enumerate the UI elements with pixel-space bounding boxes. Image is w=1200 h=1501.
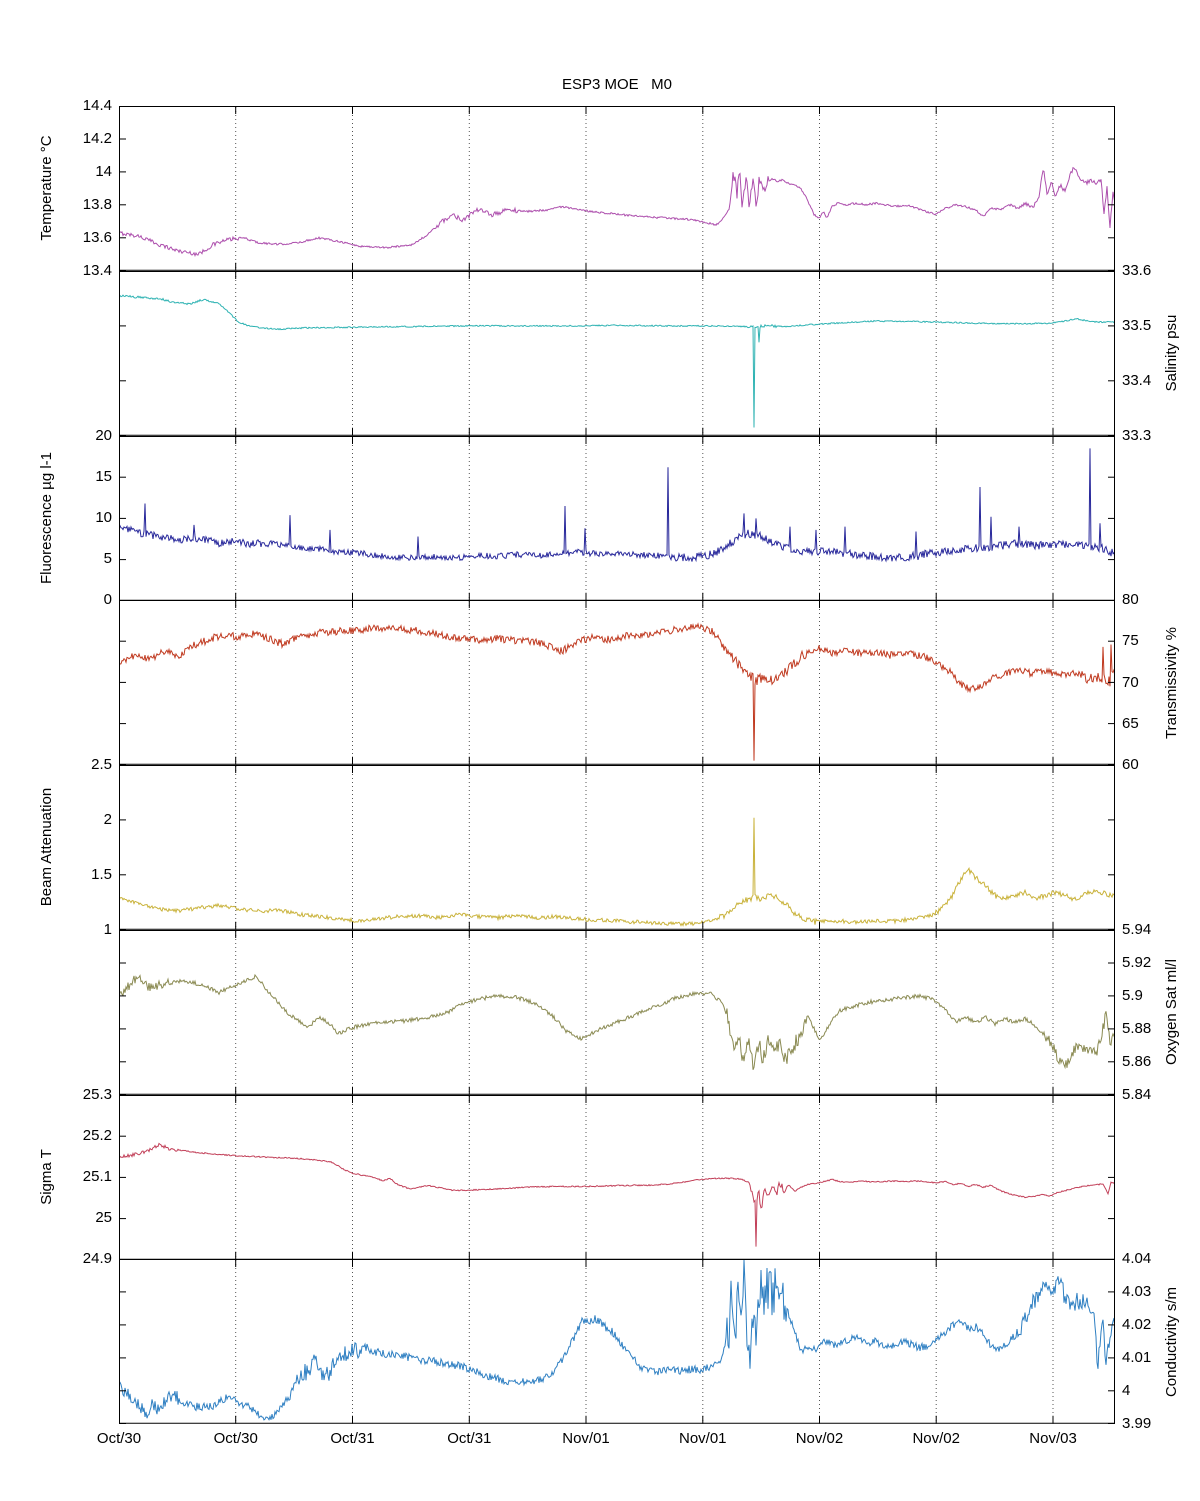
fluorescence-ytick-label: 10 <box>95 508 112 526</box>
sigma-t-ytick-label: 25 <box>95 1209 112 1227</box>
sigma-t-ytick-label: 25.3 <box>82 1085 112 1103</box>
temperature-plot <box>119 106 1115 271</box>
fluorescence-ytick-label: 0 <box>103 591 112 609</box>
y-axis-label-conductivity: Conductivity s/m <box>1163 1286 1180 1397</box>
y-axis-label-sigma-t: Sigma T <box>38 1149 55 1205</box>
sigma-t-plot <box>119 1094 1115 1260</box>
temperature-ytick-label: 14.4 <box>82 97 112 114</box>
panel-border <box>119 1094 1115 1260</box>
transmissivity-series-line <box>119 622 1115 761</box>
fluorescence-plot <box>119 435 1115 601</box>
transmissivity-ytick-label: 70 <box>1122 673 1139 691</box>
oxygen-sat-ytick-label: 5.94 <box>1122 920 1152 938</box>
sigma-t-panel <box>119 1094 1115 1260</box>
temperature-ytick-label: 13.6 <box>82 228 112 246</box>
panel-border <box>119 106 1115 271</box>
x-tick-label: Nov/02 <box>795 1430 844 1447</box>
sigma-t-ytick-label: 24.9 <box>82 1250 112 1268</box>
sigma-t-ytick-label: 25.2 <box>82 1126 112 1144</box>
x-tick-label: Oct/30 <box>96 1430 142 1447</box>
fluorescence-panel <box>119 435 1115 601</box>
panel-border <box>119 270 1115 436</box>
temperature-ytick-label: 14 <box>95 162 112 180</box>
beam-attenuation-series-line <box>119 817 1115 927</box>
oxygen-sat-ytick-label: 5.86 <box>1122 1052 1152 1070</box>
conductivity-panel <box>119 1259 1115 1424</box>
beam-attenuation-ytick-label: 2.5 <box>91 756 112 773</box>
x-tick-label: Nov/03 <box>1029 1430 1077 1447</box>
x-tick-label: Oct/30 <box>213 1430 258 1447</box>
conductivity-ytick-label: 4.01 <box>1122 1349 1152 1367</box>
conductivity-plot <box>119 1259 1115 1424</box>
y-axis-label-transmissivity: Transmissivity % <box>1163 626 1180 739</box>
conductivity-ytick-label: 3.99 <box>1122 1415 1152 1432</box>
x-tick-label: Nov/01 <box>678 1430 727 1447</box>
fluorescence-ytick-label: 15 <box>95 467 112 485</box>
conductivity-ytick-label: 4.04 <box>1122 1250 1152 1268</box>
oxygen-sat-ytick-label: 5.84 <box>1122 1085 1152 1103</box>
salinity-ytick-label: 33.3 <box>1122 426 1152 444</box>
temperature-series-line <box>119 166 1115 257</box>
panel-border <box>119 765 1115 930</box>
panel-border <box>119 929 1115 1095</box>
transmissivity-ytick-label: 75 <box>1122 632 1139 650</box>
x-tick-label: Nov/02 <box>912 1430 960 1447</box>
transmissivity-ytick-label: 65 <box>1122 714 1139 732</box>
salinity-ytick-label: 33.5 <box>1122 316 1152 334</box>
sigma-t-series-line <box>119 1142 1115 1247</box>
oxygen-sat-ytick-label: 5.9 <box>1122 986 1143 1004</box>
fluorescence-series-line <box>119 447 1115 563</box>
oxygen-sat-ytick-label: 5.92 <box>1122 953 1152 971</box>
oxygen-sat-panel <box>119 929 1115 1095</box>
beam-attenuation-plot <box>119 765 1115 930</box>
beam-attenuation-ytick-label: 1.5 <box>91 865 112 883</box>
y-axis-label-salinity: Salinity psu <box>1163 314 1180 392</box>
x-tick-label: Oct/31 <box>447 1430 492 1447</box>
conductivity-series-line <box>119 1259 1115 1422</box>
beam-attenuation-ytick-label: 2 <box>103 810 112 828</box>
y-axis-label-temperature: Temperature °C <box>38 135 55 241</box>
y-axis-label-oxygen-sat: Oxygen Sat ml/l <box>1163 959 1180 1066</box>
oxygen-sat-series-line <box>119 973 1115 1070</box>
conductivity-ytick-label: 4.03 <box>1122 1283 1152 1301</box>
oxygen-sat-ytick-label: 5.88 <box>1122 1019 1152 1037</box>
panel-border <box>119 600 1115 765</box>
y-axis-label-fluorescence: Fluorescence µg l-1 <box>38 451 55 584</box>
y-axis-label-beam-attenuation: Beam Attenuation <box>38 788 55 907</box>
transmissivity-ytick-label: 60 <box>1122 756 1139 773</box>
salinity-ytick-label: 33.4 <box>1122 371 1152 389</box>
transmissivity-ytick-label: 80 <box>1122 591 1139 609</box>
temperature-ytick-label: 13.8 <box>82 195 112 213</box>
fluorescence-ytick-label: 5 <box>103 550 112 568</box>
conductivity-ytick-label: 4.02 <box>1122 1316 1152 1334</box>
oxygen-sat-plot <box>119 929 1115 1095</box>
salinity-plot <box>119 270 1115 436</box>
beam-attenuation-ytick-label: 1 <box>103 920 112 938</box>
salinity-series-line <box>119 294 1115 428</box>
temperature-ytick-label: 13.4 <box>82 261 112 279</box>
sigma-t-ytick-label: 25.1 <box>82 1167 112 1185</box>
fluorescence-ytick-label: 20 <box>95 426 112 444</box>
transmissivity-panel <box>119 600 1115 765</box>
temperature-ytick-label: 14.2 <box>82 129 112 147</box>
salinity-ytick-label: 33.6 <box>1122 261 1152 279</box>
temperature-panel <box>119 106 1115 271</box>
chart-title: ESP3 MOE M0 <box>561 76 673 93</box>
x-tick-label: Nov/01 <box>562 1430 610 1447</box>
conductivity-ytick-label: 4 <box>1122 1382 1131 1400</box>
transmissivity-plot <box>119 600 1115 765</box>
beam-attenuation-panel <box>119 765 1115 930</box>
salinity-panel <box>119 270 1115 436</box>
x-tick-label: Oct/31 <box>330 1430 375 1447</box>
panel-border <box>119 435 1115 601</box>
panel-border <box>119 1259 1115 1424</box>
